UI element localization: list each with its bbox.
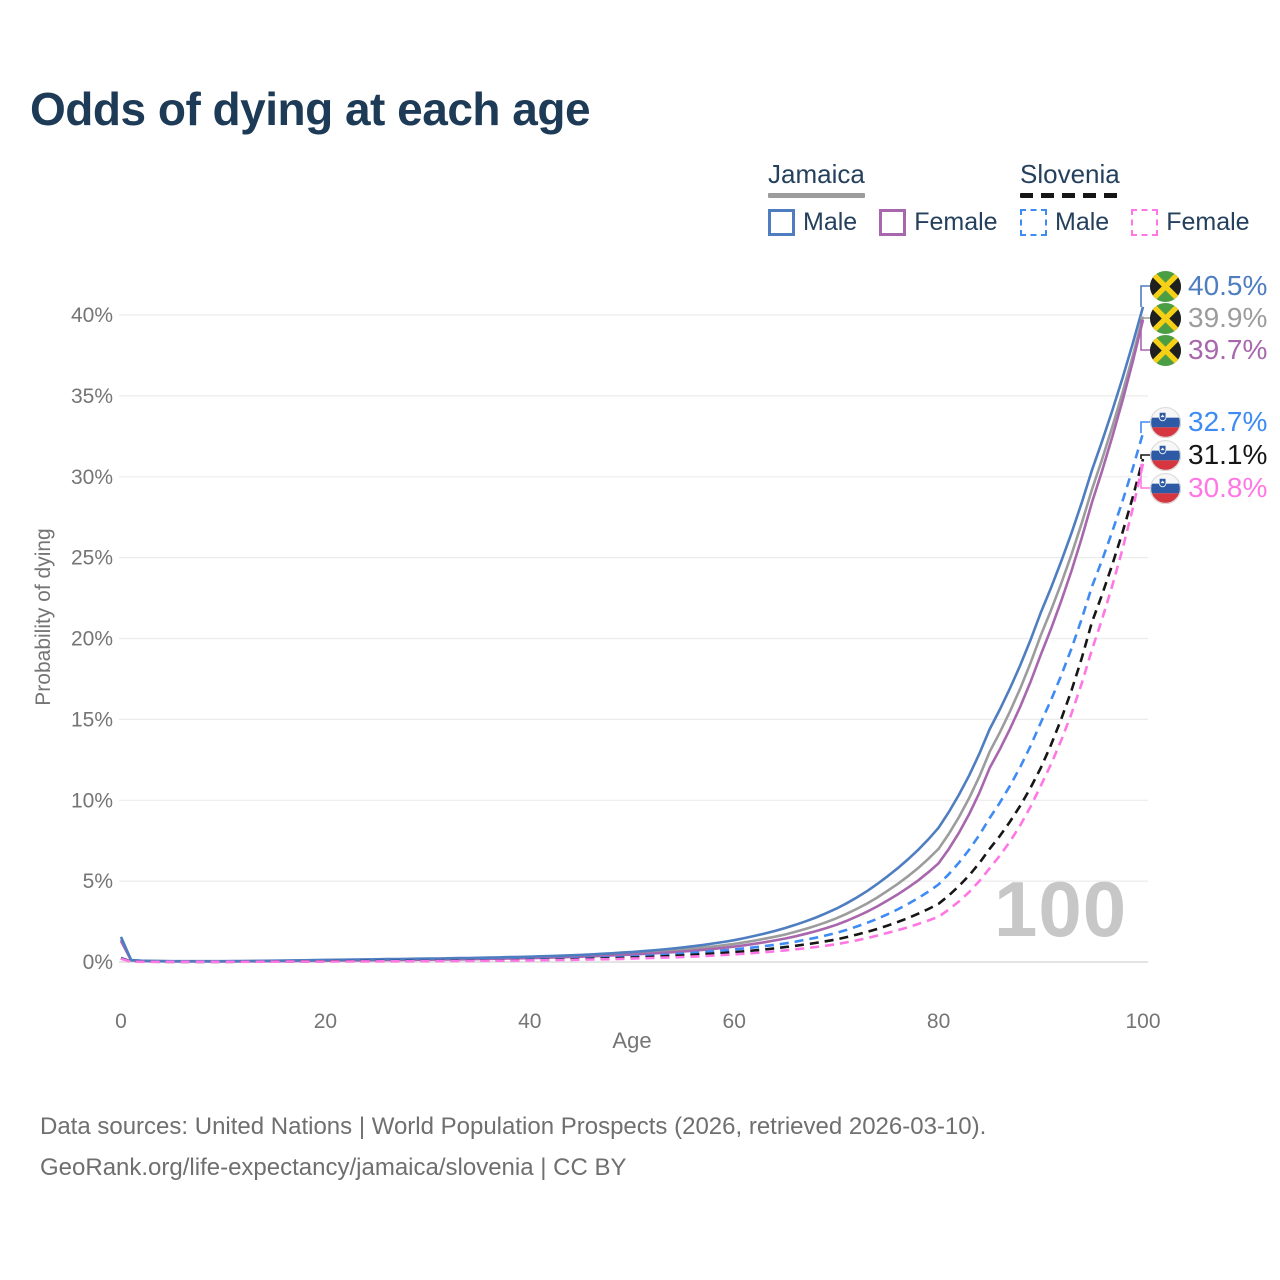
legend-header-slovenia[interactable]: Slovenia	[1020, 159, 1120, 198]
end-label-value: 30.8%	[1188, 472, 1268, 503]
legend-item-label: Male	[1055, 207, 1110, 236]
legend-group-jamaica: Jamaica Male Female	[768, 159, 998, 237]
y-tick-label: 40%	[71, 304, 113, 327]
end-label-slovenia-total[interactable]: 31.1%	[1150, 439, 1267, 471]
y-tick-label: 25%	[71, 547, 113, 570]
y-tick-label: 5%	[83, 870, 113, 893]
jamaica-male-swatch	[768, 208, 795, 236]
legend-items-jamaica: Male Female	[768, 208, 998, 237]
legend-item-jamaica-male[interactable]: Male	[768, 208, 857, 237]
legend-item-label: Male	[803, 207, 858, 236]
end-label-jamaica-total[interactable]: 39.9%	[1150, 302, 1267, 334]
x-tick-label: 100	[1125, 1010, 1160, 1033]
end-label-connector	[1140, 463, 1151, 489]
x-tick-label: 60	[723, 1010, 746, 1033]
legend-group-slovenia: Slovenia Male Female	[1020, 159, 1250, 237]
legend-item-slovenia-male[interactable]: Male	[1020, 208, 1109, 237]
x-axis-title: Age	[612, 1028, 652, 1053]
end-label-jamaica-male[interactable]: 40.5%	[1150, 270, 1267, 302]
x-tick-label: 0	[115, 1010, 127, 1033]
end-label-value: 32.7%	[1188, 406, 1268, 437]
y-tick-label: 15%	[71, 708, 113, 731]
chart-title: Odds of dying at each age	[30, 83, 591, 135]
end-label-jamaica-female[interactable]: 39.7%	[1150, 334, 1267, 366]
legend-underline-slovenia	[1020, 192, 1120, 198]
x-tick-label: 40	[518, 1010, 541, 1033]
legend-item-slovenia-female[interactable]: Female	[1131, 207, 1250, 237]
legend-header-jamaica[interactable]: Jamaica	[768, 159, 865, 198]
jamaica-flag-icon	[1150, 270, 1181, 302]
jamaica-female-swatch	[879, 208, 907, 236]
slovenia-female-swatch	[1131, 208, 1159, 236]
legend-item-jamaica-female[interactable]: Female	[879, 207, 998, 237]
legend-country-name-slovenia: Slovenia	[1020, 159, 1120, 189]
x-tick-label: 20	[314, 1010, 337, 1033]
series-line-slovenia-male[interactable]	[120, 432, 1145, 964]
y-tick-label: 20%	[71, 628, 113, 651]
end-label-connector	[1140, 421, 1151, 434]
end-label-value: 40.5%	[1188, 270, 1268, 301]
end-label-connector	[1140, 454, 1151, 459]
jamaica-flag-icon	[1150, 334, 1181, 366]
legend-underline-jamaica	[768, 192, 865, 198]
footer-data-sources: Data sources: United Nations | World Pop…	[40, 1113, 987, 1140]
end-label-connector	[1140, 316, 1151, 319]
slovenia-flag-icon	[1150, 472, 1181, 504]
end-label-slovenia-male[interactable]: 32.7%	[1150, 406, 1267, 438]
end-label-connector	[1140, 319, 1151, 351]
jamaica-flag-icon	[1150, 302, 1181, 334]
series-line-slovenia-female[interactable]	[120, 463, 1145, 964]
age-watermark: 100	[994, 865, 1128, 953]
series-line-jamaica-male[interactable]	[119, 306, 1145, 963]
footer-link: GeoRank.org/life-expectancy/jamaica/slov…	[40, 1154, 627, 1181]
footer: Data sources: United Nations | World Pop…	[40, 1106, 986, 1188]
end-label-value: 39.9%	[1188, 302, 1268, 333]
slovenia-male-swatch	[1020, 208, 1047, 236]
series-line-slovenia-total[interactable]	[120, 458, 1145, 964]
end-label-value: 39.7%	[1188, 334, 1268, 365]
y-tick-label: 35%	[71, 385, 113, 408]
end-label-slovenia-female[interactable]: 30.8%	[1150, 472, 1267, 504]
series-line-jamaica-female[interactable]	[119, 319, 1145, 963]
legend-items-slovenia: Male Female	[1020, 208, 1250, 237]
legend-country-name-jamaica: Jamaica	[768, 159, 865, 189]
slovenia-flag-icon	[1150, 406, 1181, 438]
legend-item-label: Female	[914, 207, 998, 236]
slovenia-flag-icon	[1150, 439, 1181, 471]
y-axis-title: Probability of dying	[32, 528, 55, 706]
legend-item-label: Female	[1166, 207, 1250, 236]
y-tick-label: 30%	[71, 466, 113, 489]
y-tick-label: 10%	[71, 789, 113, 812]
y-tick-label: 0%	[83, 951, 113, 974]
x-tick-label: 80	[927, 1010, 950, 1033]
end-label-connector	[1140, 285, 1151, 307]
end-label-value: 31.1%	[1188, 439, 1268, 470]
